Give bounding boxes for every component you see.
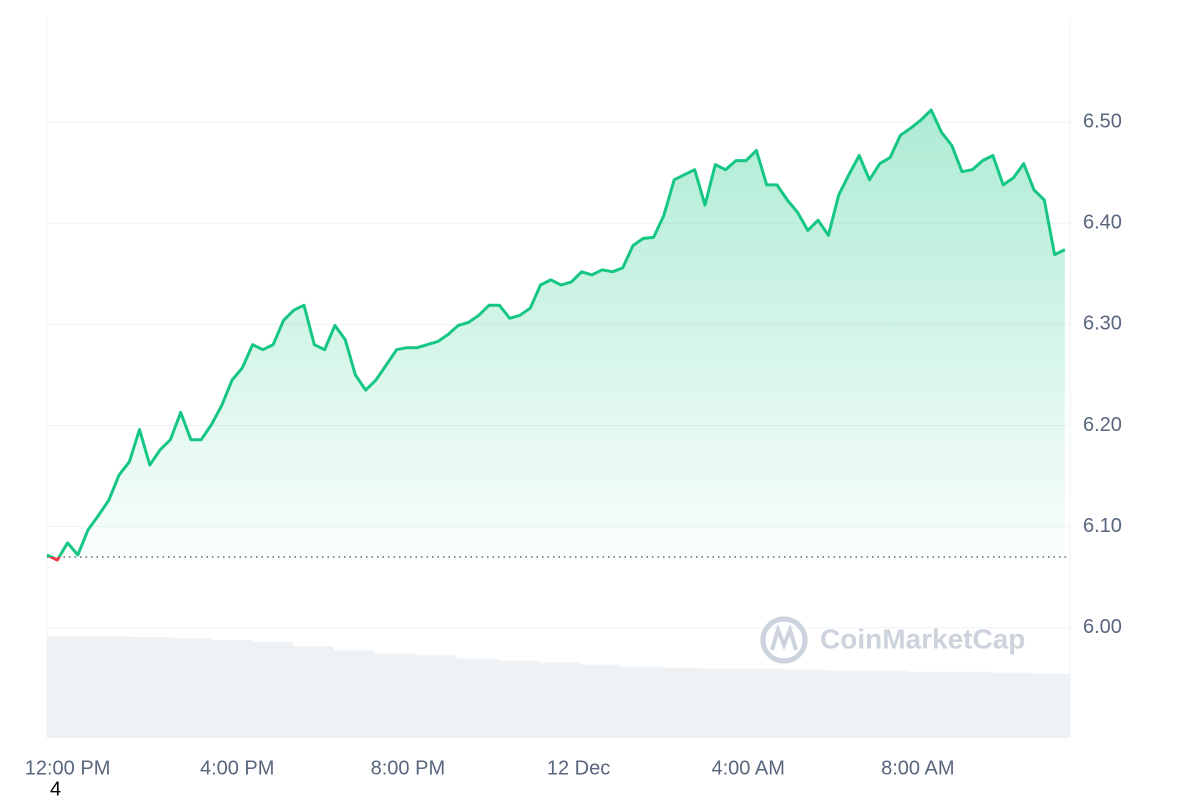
y-tick-label: 6.50: [1083, 110, 1122, 132]
volume-bar: [988, 672, 1030, 738]
volume-bar: [47, 636, 89, 738]
x-tick-label: 12:00 PM: [25, 757, 111, 779]
footnote: 4: [50, 778, 61, 800]
volume-bar: [701, 668, 744, 738]
x-tick-label: 12 Dec: [547, 757, 610, 779]
volume-bar: [578, 664, 621, 738]
price-line: [46, 108, 1066, 557]
volume-bar: [538, 662, 580, 738]
volume-bar: [906, 671, 948, 738]
y-tick-label: 6.30: [1083, 313, 1122, 335]
volume-bar: [251, 642, 294, 738]
volume-bar: [783, 669, 825, 738]
volume-bar: [415, 655, 457, 738]
volume-bar: [210, 640, 253, 738]
volume-bar: [169, 638, 212, 738]
y-tick-label: 6.20: [1083, 414, 1122, 436]
volume-bar: [456, 658, 498, 738]
volume-bar: [742, 668, 785, 738]
x-tick-label: 8:00 PM: [371, 757, 445, 779]
volume-bar: [947, 671, 989, 738]
watermark-text: CoinMarketCap: [820, 623, 1025, 654]
watermark-logo: [760, 616, 808, 664]
x-tick-label: 4:00 AM: [711, 757, 784, 779]
volume-bar: [87, 636, 130, 738]
volume-bar: [333, 650, 375, 738]
watermark: CoinMarketCap: [760, 616, 1025, 664]
volume-bar: [865, 670, 907, 738]
y-tick-label: 6.10: [1083, 515, 1122, 537]
volume-bar: [128, 637, 171, 738]
volume-bar: [374, 653, 416, 738]
volume-bar: [497, 660, 539, 738]
y-tick-label: 6.00: [1083, 616, 1122, 638]
volume-bar: [1029, 673, 1071, 738]
volume-bar: [619, 666, 662, 738]
y-tick-label: 6.40: [1083, 212, 1122, 234]
area: [47, 110, 1065, 557]
x-tick-label: 8:00 AM: [881, 757, 954, 779]
volume-bar: [292, 646, 334, 738]
x-tick-label: 4:00 PM: [200, 757, 274, 779]
watermark-logo: [770, 623, 798, 651]
volume-bar: [824, 670, 866, 738]
volume-bar: [660, 667, 703, 738]
